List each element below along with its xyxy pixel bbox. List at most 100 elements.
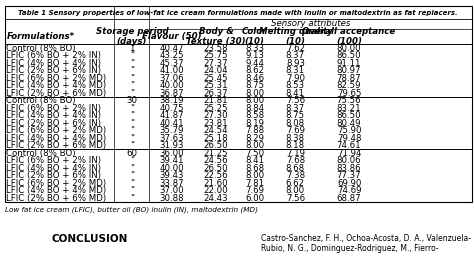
Text: 43.25: 43.25 bbox=[159, 51, 184, 60]
Text: 8.84: 8.84 bbox=[245, 104, 264, 113]
Text: 25.45: 25.45 bbox=[204, 74, 228, 83]
Text: 8.00: 8.00 bbox=[245, 96, 264, 105]
Text: 7.88: 7.88 bbox=[245, 126, 264, 135]
Text: 9.13: 9.13 bbox=[245, 51, 264, 60]
Text: 8.29: 8.29 bbox=[245, 134, 264, 143]
Text: LFIC (6% BO + 2% IN): LFIC (6% BO + 2% IN) bbox=[6, 104, 101, 113]
Text: 40.75: 40.75 bbox=[159, 104, 184, 113]
Text: 8.08: 8.08 bbox=[286, 118, 305, 128]
Text: LFIC (2% BO + 6% IN): LFIC (2% BO + 6% IN) bbox=[6, 66, 101, 75]
Text: 68.87: 68.87 bbox=[337, 194, 361, 203]
Text: LFIC (6% BO + 2% MD): LFIC (6% BO + 2% MD) bbox=[6, 126, 106, 135]
Text: ": " bbox=[130, 51, 134, 60]
Text: 8.18: 8.18 bbox=[286, 141, 305, 150]
Text: ": " bbox=[130, 111, 134, 120]
Text: 8.93: 8.93 bbox=[286, 59, 305, 68]
Text: 24.43: 24.43 bbox=[204, 194, 228, 203]
Text: 22.56: 22.56 bbox=[204, 171, 228, 180]
Text: 83.21: 83.21 bbox=[337, 104, 361, 113]
Text: 83.86: 83.86 bbox=[337, 163, 361, 172]
Text: Control (8% BO): Control (8% BO) bbox=[6, 44, 76, 53]
Text: 37.06: 37.06 bbox=[159, 74, 184, 83]
Text: 8.75: 8.75 bbox=[245, 81, 264, 90]
Text: CONCLUSION: CONCLUSION bbox=[52, 234, 128, 244]
Text: Flavour (50): Flavour (50) bbox=[142, 32, 201, 41]
Text: ": " bbox=[130, 186, 134, 195]
Text: ": " bbox=[130, 171, 134, 180]
Text: ": " bbox=[130, 104, 134, 113]
Text: 8.38: 8.38 bbox=[286, 134, 305, 143]
Text: 86.50: 86.50 bbox=[337, 51, 361, 60]
Text: ": " bbox=[130, 118, 134, 128]
Text: LFIC (4% BO + 4% IN): LFIC (4% BO + 4% IN) bbox=[6, 59, 101, 68]
Text: 25.31: 25.31 bbox=[204, 81, 228, 90]
Text: 40.47: 40.47 bbox=[159, 44, 184, 53]
Text: 36.87: 36.87 bbox=[159, 89, 184, 98]
Text: 30.88: 30.88 bbox=[159, 194, 184, 203]
Text: 8.33: 8.33 bbox=[245, 44, 264, 53]
Text: 78.87: 78.87 bbox=[337, 74, 361, 83]
Text: 7.38: 7.38 bbox=[286, 171, 305, 180]
Text: 40.00: 40.00 bbox=[159, 81, 184, 90]
Text: ": " bbox=[130, 66, 134, 75]
Text: 24.56: 24.56 bbox=[204, 156, 228, 165]
Text: 21.25: 21.25 bbox=[204, 149, 228, 158]
Text: 7.56: 7.56 bbox=[286, 96, 305, 105]
Text: 80.06: 80.06 bbox=[337, 156, 361, 165]
Text: ": " bbox=[130, 81, 134, 90]
Text: Color
(10): Color (10) bbox=[242, 27, 267, 46]
Text: LFIC (2% BO + 6% IN): LFIC (2% BO + 6% IN) bbox=[6, 118, 101, 128]
Text: 75.56: 75.56 bbox=[337, 96, 361, 105]
Text: 45.37: 45.37 bbox=[159, 59, 184, 68]
Text: ": " bbox=[130, 89, 134, 98]
Text: 25.25: 25.25 bbox=[204, 104, 228, 113]
Text: 7.81: 7.81 bbox=[245, 179, 264, 188]
Text: Control (8% BO): Control (8% BO) bbox=[6, 149, 76, 158]
Text: 26.37: 26.37 bbox=[204, 89, 228, 98]
Text: ": " bbox=[130, 163, 134, 172]
Text: 6.62: 6.62 bbox=[286, 179, 305, 188]
Text: Sensory attributes: Sensory attributes bbox=[271, 19, 350, 28]
Text: 37.00: 37.00 bbox=[159, 186, 184, 195]
Text: 8.00: 8.00 bbox=[245, 141, 264, 150]
Text: 21.81: 21.81 bbox=[204, 96, 228, 105]
Text: 25.75: 25.75 bbox=[204, 51, 228, 60]
Text: ": " bbox=[130, 74, 134, 83]
Text: 9.44: 9.44 bbox=[245, 59, 264, 68]
Text: 41.00: 41.00 bbox=[159, 66, 184, 75]
Text: 74.69: 74.69 bbox=[337, 186, 361, 195]
Text: 80.49: 80.49 bbox=[337, 118, 361, 128]
Text: ": " bbox=[130, 126, 134, 135]
Text: 41.87: 41.87 bbox=[159, 111, 184, 120]
Text: LFIC (2% BO + 6% MD): LFIC (2% BO + 6% MD) bbox=[6, 194, 106, 203]
Text: 8.68: 8.68 bbox=[286, 163, 305, 172]
Text: LFIC (6% BO + 2% IN): LFIC (6% BO + 2% IN) bbox=[6, 51, 101, 60]
Text: Formulations*: Formulations* bbox=[7, 32, 75, 41]
Text: Melting quality
(10): Melting quality (10) bbox=[258, 27, 332, 46]
Text: 8.37: 8.37 bbox=[286, 104, 305, 113]
Text: LFIC (6% BO + 2% MD): LFIC (6% BO + 2% MD) bbox=[6, 74, 106, 83]
Text: 39.41: 39.41 bbox=[159, 156, 184, 165]
Text: 31.93: 31.93 bbox=[159, 141, 184, 150]
Text: LFIC (2% BO + 6% IN): LFIC (2% BO + 6% IN) bbox=[6, 171, 101, 180]
Text: 38.19: 38.19 bbox=[159, 96, 184, 105]
Text: 27.37: 27.37 bbox=[204, 59, 228, 68]
Text: 74.61: 74.61 bbox=[337, 141, 361, 150]
Text: 8.41: 8.41 bbox=[245, 156, 264, 165]
Text: LFIC (4% BO + 4% MD): LFIC (4% BO + 4% MD) bbox=[6, 81, 106, 90]
Text: 7.69: 7.69 bbox=[245, 186, 264, 195]
Text: 21.60: 21.60 bbox=[204, 179, 228, 188]
Text: 77.37: 77.37 bbox=[337, 171, 361, 180]
Text: ": " bbox=[130, 194, 134, 203]
Text: 71.94: 71.94 bbox=[337, 149, 361, 158]
Text: 80.00: 80.00 bbox=[337, 44, 361, 53]
Text: Control (8% BO): Control (8% BO) bbox=[6, 96, 76, 105]
Text: 8.62: 8.62 bbox=[245, 66, 264, 75]
Text: 80.97: 80.97 bbox=[337, 66, 361, 75]
Text: LFIC (2% BO + 6% MD): LFIC (2% BO + 6% MD) bbox=[6, 141, 106, 150]
Text: 79.48: 79.48 bbox=[337, 134, 361, 143]
Text: 33.87: 33.87 bbox=[159, 179, 184, 188]
Text: Low fat ice cream (LFIC), butter oil (BO) inulin (IN), maltodextrin (MD): Low fat ice cream (LFIC), butter oil (BO… bbox=[5, 206, 258, 213]
Text: 8.37: 8.37 bbox=[286, 51, 305, 60]
Text: Table 1 Sensory properties of low-fat ice cream formulations made with inulin or: Table 1 Sensory properties of low-fat ic… bbox=[18, 10, 458, 16]
